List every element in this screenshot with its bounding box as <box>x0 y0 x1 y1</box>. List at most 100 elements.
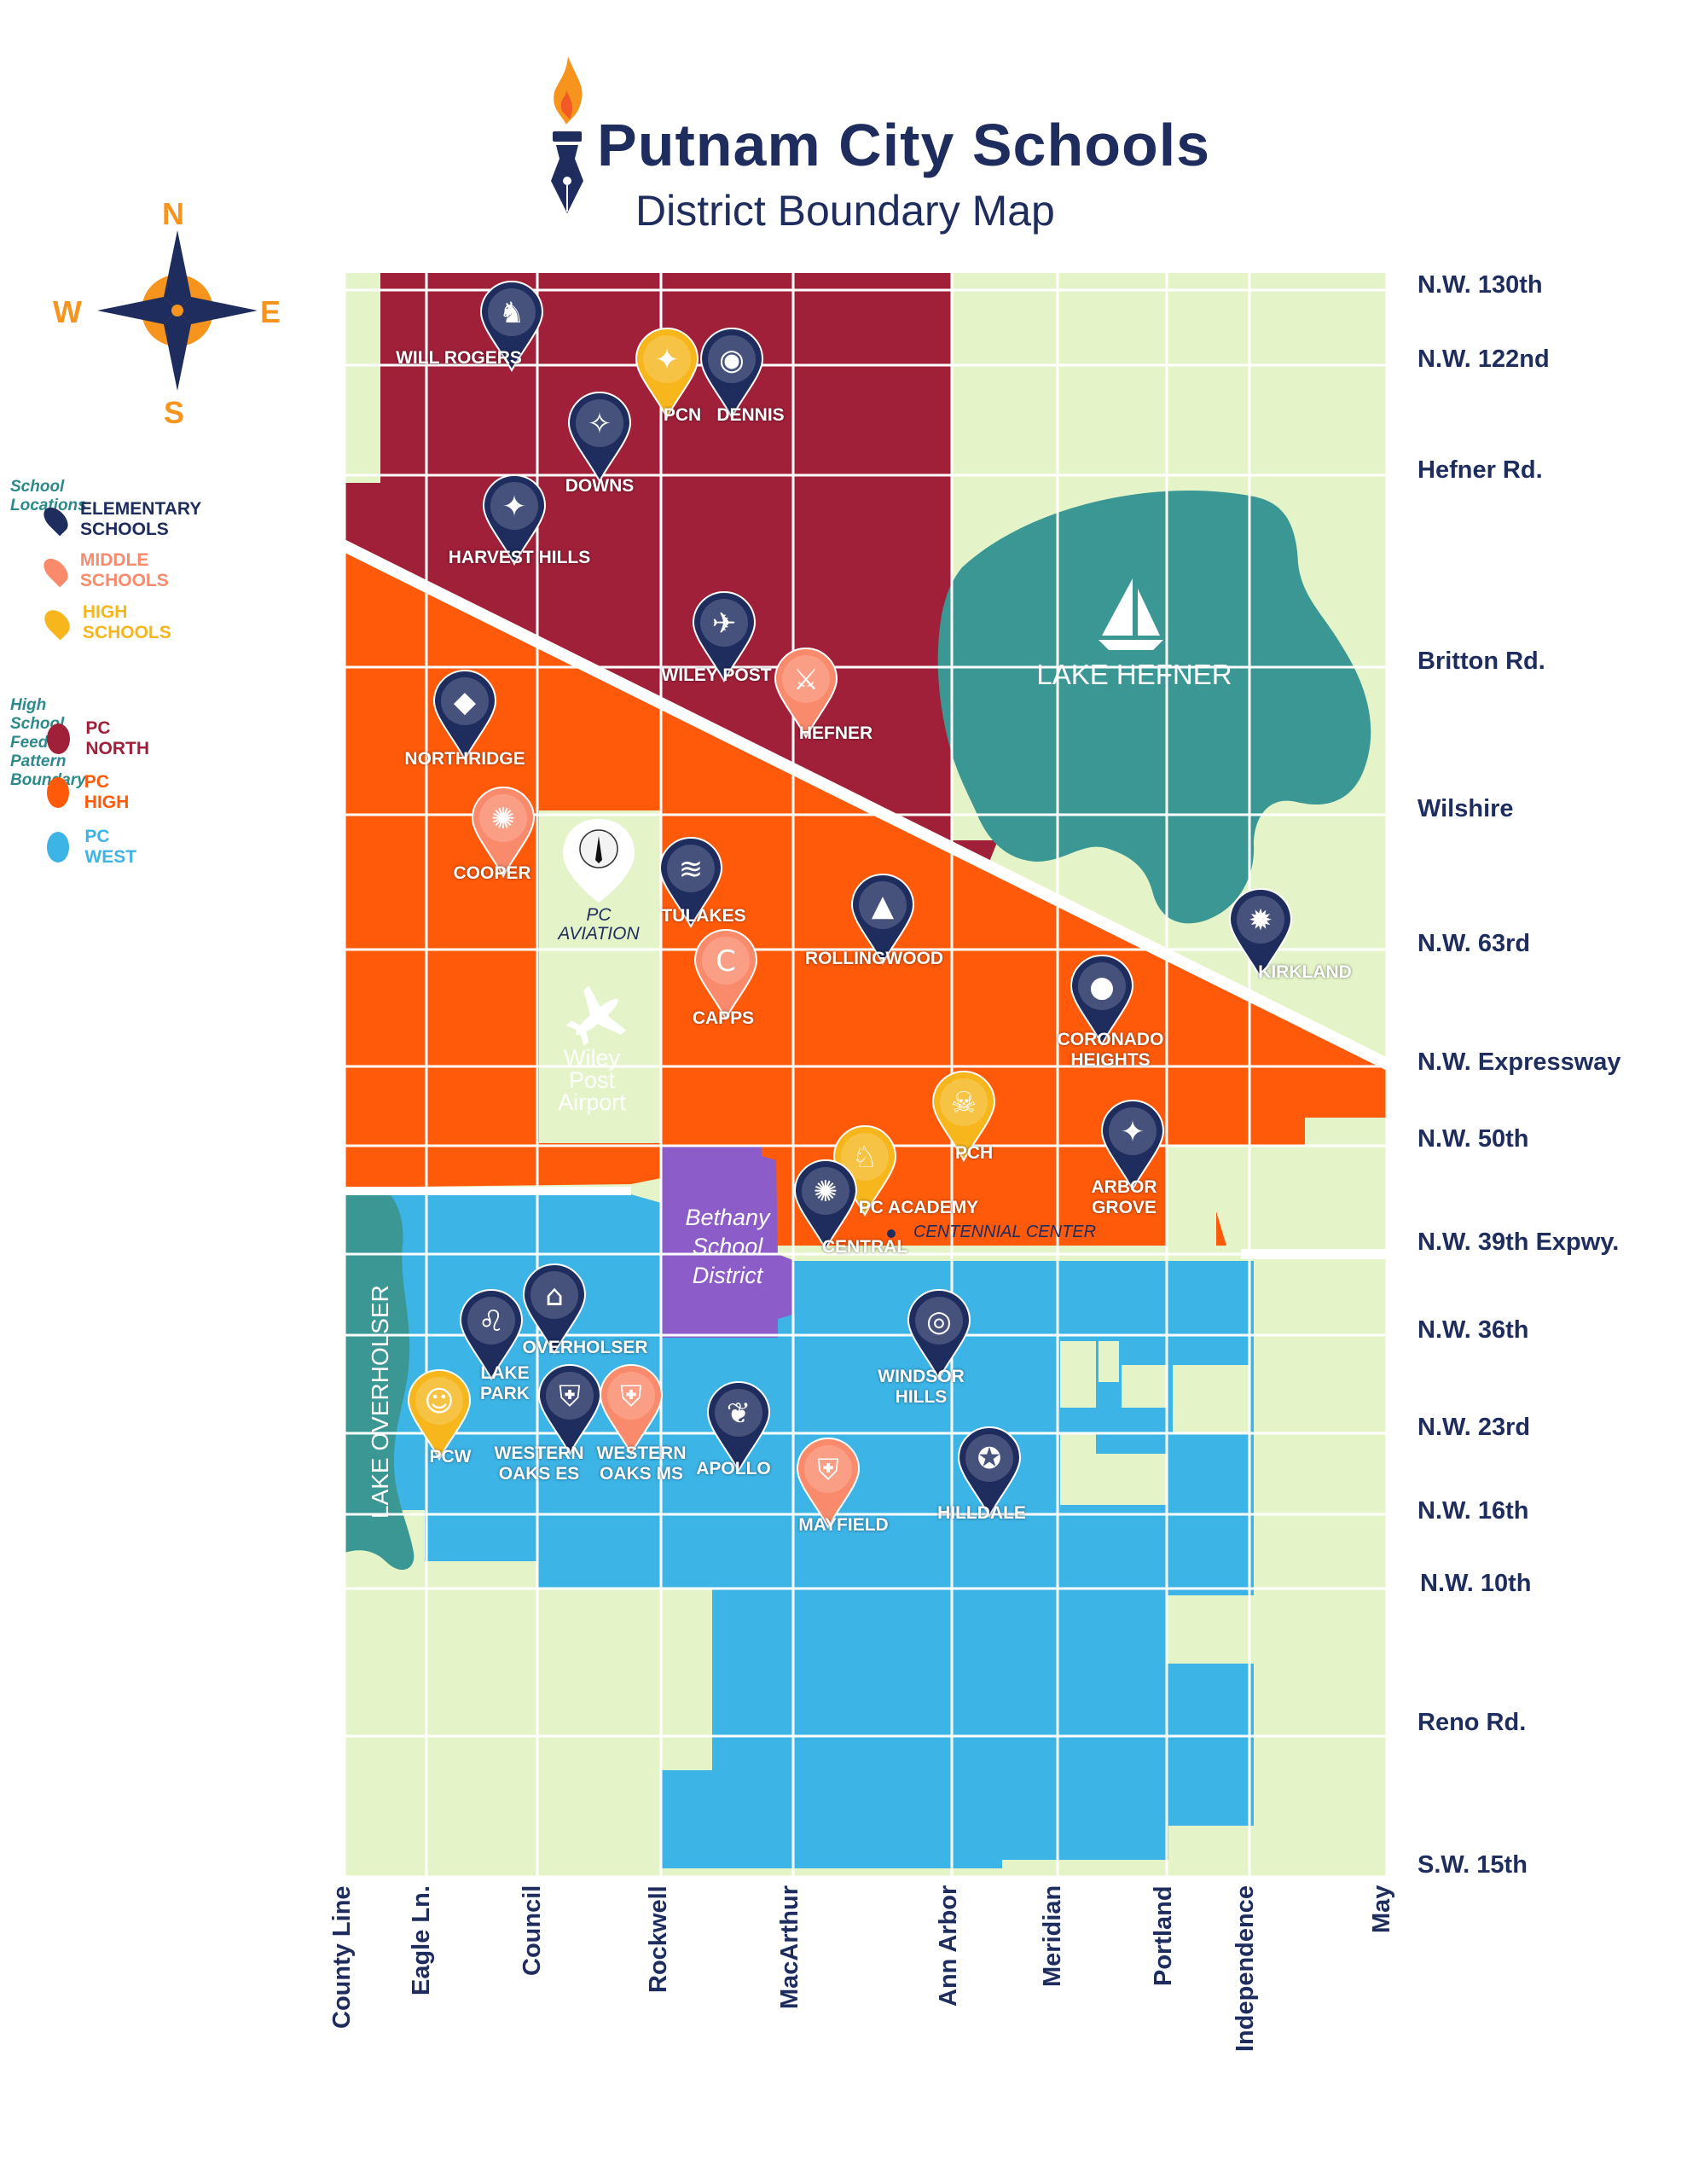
pc-west-region <box>345 1194 1254 1868</box>
mascot-glyph-icon: ✺ <box>491 802 516 836</box>
school-pin-arbor-grove[interactable]: ✦ <box>1100 1100 1165 1192</box>
mascot-glyph-icon: ✈ <box>712 607 737 641</box>
legend-middle-label: MIDDLE SCHOOLS <box>79 550 169 590</box>
school-pin-pc-academy[interactable]: ♘ <box>832 1125 897 1217</box>
school-label-pc-academy[interactable]: PC ACADEMY <box>858 1198 979 1217</box>
school-label-western-oaks-es[interactable]: WESTERN OAKS ES <box>494 1443 584 1484</box>
school-label-mayfield[interactable]: MAYFIELD <box>798 1515 889 1535</box>
school-pin-windsor-hills[interactable]: ◎ <box>907 1289 971 1381</box>
street-label-s-w-15th: S.W. 15th <box>1417 1851 1528 1879</box>
legend-feeder-heading: High School Feeder Pattern Boundary <box>10 696 86 789</box>
school-pin-cooper[interactable]: ✺ <box>471 787 536 879</box>
compass-west: W <box>53 294 82 329</box>
school-pin-wiley-post[interactable]: ✈ <box>692 591 757 683</box>
school-pin-lake-park[interactable]: ♌ <box>459 1289 524 1381</box>
pc-north-swatch <box>47 723 71 754</box>
school-label-dennis[interactable]: DENNIS <box>716 405 785 425</box>
street-label-reno-rd: Reno Rd. <box>1417 1709 1527 1736</box>
street-label-county-line: County Line <box>328 1885 356 2029</box>
school-label-harvest-hills[interactable]: HARVEST HILLS <box>448 548 591 567</box>
school-pin-mayfield[interactable]: ⛨ <box>796 1438 861 1530</box>
lake-overholser-label: LAKE OVERHOLSER <box>367 1285 393 1519</box>
school-pin-kirkland[interactable]: ✹ <box>1228 888 1293 980</box>
mascot-badge-icon <box>715 1389 762 1437</box>
mascot-badge-icon <box>607 1372 655 1420</box>
school-label-overholser[interactable]: OVERHOLSER <box>522 1338 648 1357</box>
map-pin-icon <box>567 392 632 484</box>
school-label-downs[interactable]: DOWNS <box>565 476 635 496</box>
school-pin-western-oaks-ms[interactable]: ⛨ <box>599 1364 664 1456</box>
school-label-pcw[interactable]: PCW <box>429 1447 472 1467</box>
school-label-northridge[interactable]: NORTHRIDGE <box>404 749 525 769</box>
school-label-coronado-heights[interactable]: CORONADO HEIGHTS <box>1057 1030 1164 1070</box>
school-label-hilldale[interactable]: HILLDALE <box>937 1503 1026 1523</box>
school-pin-capps[interactable]: C <box>693 929 758 1021</box>
school-label-windsor-hills[interactable]: WINDSOR HILLS <box>878 1367 965 1407</box>
school-label-tulakes[interactable]: TULAKES <box>661 906 746 926</box>
school-pin-pcw[interactable]: ☺ <box>407 1369 472 1461</box>
street-label-n-w-50th: N.W. 50th <box>1417 1125 1529 1153</box>
school-label-western-oaks-ms[interactable]: WESTERN OAKS MS <box>596 1443 687 1484</box>
mascot-badge-icon <box>490 482 538 530</box>
school-pin-hefner[interactable]: ⚔ <box>774 648 838 740</box>
school-label-hefner[interactable]: HEFNER <box>798 723 873 743</box>
school-label-pch[interactable]: PCH <box>954 1143 994 1163</box>
school-label-apollo[interactable]: APOLLO <box>696 1459 771 1478</box>
legend-high-label: HIGH SCHOOLS <box>82 602 171 642</box>
school-label-arbor-grove[interactable]: ARBOR GROVE <box>1091 1177 1157 1217</box>
legend-pc-west: PC WEST <box>47 827 145 867</box>
street-label-n-w-expressway: N.W. Expressway <box>1417 1048 1621 1076</box>
school-pin-tulakes[interactable]: ≋ <box>658 837 723 929</box>
school-pin-coronado-heights[interactable]: ● <box>1070 955 1134 1047</box>
mascot-glyph-icon: ☺ <box>424 1385 454 1419</box>
street-label-ann-arbor: Ann Arbor <box>935 1885 962 2007</box>
school-pin-western-oaks-es[interactable]: ⛨ <box>537 1364 602 1456</box>
street-label-wilshire: Wilshire <box>1417 795 1514 822</box>
mascot-badge-icon <box>1078 962 1126 1010</box>
school-pin-downs[interactable]: ✧ <box>567 392 632 484</box>
school-label-kirkland[interactable]: KIRKLAND <box>1258 962 1352 982</box>
map-pin-icon <box>907 1289 971 1381</box>
legend-high: HIGH SCHOOLS <box>39 602 180 642</box>
school-label-lake-park[interactable]: LAKE PARK <box>480 1363 530 1403</box>
mascot-badge-icon <box>915 1297 963 1345</box>
school-label-central[interactable]: CENTRAL <box>821 1237 908 1257</box>
school-pin-apollo[interactable]: ❦ <box>706 1381 771 1473</box>
map-pin-icon <box>599 1364 664 1456</box>
street-label-meridian: Meridian <box>1039 1885 1066 1987</box>
school-label-capps[interactable]: CAPPS <box>692 1008 755 1028</box>
school-pin-northridge[interactable]: ◆ <box>432 670 497 762</box>
school-label-cooper[interactable]: COOPER <box>453 863 531 883</box>
map-pin-icon <box>1070 955 1134 1047</box>
school-label-will-rogers[interactable]: WILL ROGERS <box>396 348 522 368</box>
map-pin-icon <box>850 874 915 966</box>
map-pin-icon <box>522 1263 587 1356</box>
mascot-glyph-icon: ⛨ <box>817 1453 839 1487</box>
mascot-glyph-icon: ✹ <box>1249 903 1273 938</box>
mascot-glyph-icon: ⚔ <box>793 663 819 697</box>
mascot-glyph-icon: ♞ <box>499 296 525 330</box>
map-header: Putnam City Schools District Boundary Ma… <box>0 0 1687 273</box>
school-pin-central[interactable]: ✺ <box>793 1159 858 1252</box>
street-label-rockwell: Rockwell <box>645 1885 672 1993</box>
school-pin-pcn[interactable]: ✦ <box>635 328 699 420</box>
page-title: Putnam City Schools <box>597 112 1211 178</box>
mascot-badge-icon <box>708 335 756 383</box>
street-label-n-w-23rd: N.W. 23rd <box>1417 1414 1531 1441</box>
school-pin-harvest-hills[interactable]: ✦ <box>482 474 547 566</box>
school-pin-rollingwood[interactable]: ▲ <box>850 874 915 966</box>
wiley-post-airport-label: Wiley Post Airport <box>558 1045 626 1115</box>
school-pin-pch[interactable]: ☠ <box>931 1071 996 1163</box>
school-pin-dennis[interactable]: ◉ <box>699 328 764 420</box>
school-pin-hilldale[interactable]: ✪ <box>957 1426 1022 1519</box>
school-pin-will-rogers[interactable]: ♞ <box>479 281 544 373</box>
map-pin-icon <box>796 1438 861 1530</box>
school-label-wiley-post[interactable]: WILEY POST <box>661 665 772 685</box>
school-label-rollingwood[interactable]: ROLLINGWOOD <box>804 949 944 968</box>
street-label-n-w-36th: N.W. 36th <box>1417 1316 1529 1344</box>
school-label-pcn[interactable]: PCN <box>663 405 702 425</box>
street-label-n-w-122nd: N.W. 122nd <box>1417 346 1550 373</box>
school-pin-overholser[interactable]: ⌂ <box>522 1263 587 1356</box>
mascot-badge-icon <box>415 1377 463 1425</box>
bethany-district <box>661 1145 795 1338</box>
